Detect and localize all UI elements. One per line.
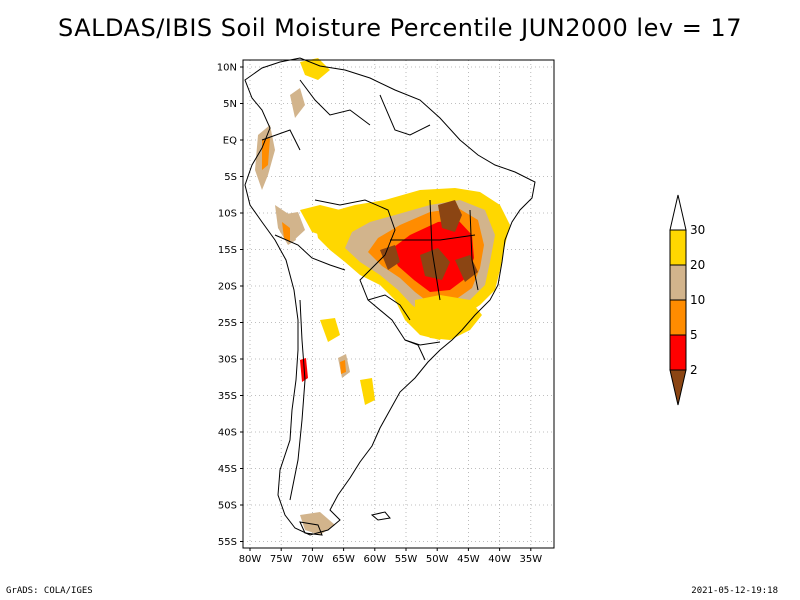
- footer-credit: GrADS: COLA/IGES: [6, 586, 93, 596]
- lat-tick-label: 50S: [218, 501, 237, 512]
- lon-tick-label: 45W: [457, 554, 480, 565]
- latitude-labels: 10N 5N EQ 5S 10S 15S 20S 25S 30S 35S 40S 45S 50S 55S: [217, 63, 243, 548]
- shade-yellow-west: [300, 205, 345, 238]
- border-guianas: [379, 94, 431, 136]
- border-brazil-states-2: [429, 199, 441, 301]
- shade-orange-peru: [282, 222, 290, 242]
- map-frame: [242, 59, 555, 549]
- border-uruguay: [404, 339, 426, 361]
- tierra-del-fuego: [299, 521, 323, 536]
- shade-yellow-colombia: [300, 58, 330, 80]
- lon-tick-label: 40W: [488, 554, 511, 565]
- lat-tick-label: 5S: [224, 172, 237, 183]
- lon-tick-label: 65W: [332, 554, 355, 565]
- border-colombia-venezuela: [299, 79, 371, 126]
- lat-tick-label: 15S: [218, 245, 237, 256]
- border-brazil-states-3: [469, 209, 479, 291]
- map-title: SALDAS/IBIS Soil Moisture Percentile JUN…: [58, 14, 742, 42]
- border-ecuador: [261, 129, 301, 151]
- shade-tan-patagonia: [300, 512, 335, 535]
- colorbar-bottom-arrow: [669, 369, 687, 406]
- longitude-labels: 80W 75W 70W 65W 60W 55W 50W 45W 40W 35W: [239, 548, 542, 565]
- lon-tick-label: 75W: [270, 554, 293, 565]
- lat-tick-label: EQ: [223, 136, 237, 147]
- shade-brown-brazil-3: [380, 245, 400, 270]
- lon-tick-label: 55W: [395, 554, 418, 565]
- lat-tick-label: 45S: [218, 464, 237, 475]
- lon-tick-label: 35W: [519, 554, 542, 565]
- lon-tick-label: 60W: [363, 554, 386, 565]
- colorbar-label: 2: [690, 363, 698, 377]
- shade-orange-andes: [262, 138, 270, 170]
- colorbar-segment: [669, 229, 687, 266]
- shade-yellow-argentina-scatter: [320, 318, 340, 342]
- colorbar-label: 20: [690, 258, 705, 272]
- lon-tick-label: 70W: [301, 554, 324, 565]
- shade-brown-brazil-2: [420, 248, 450, 280]
- lat-tick-label: 20S: [218, 282, 237, 293]
- lat-tick-label: 40S: [218, 428, 237, 439]
- colorbar: 30 20 10 5 2: [669, 194, 705, 406]
- lat-tick-label: 10N: [217, 63, 237, 74]
- border-paraguay: [367, 294, 411, 321]
- lon-tick-label: 50W: [426, 554, 449, 565]
- lat-tick-label: 25S: [218, 318, 237, 329]
- shade-yellow-pampas: [360, 378, 375, 405]
- shade-yellow-south: [415, 295, 482, 340]
- lat-tick-label: 30S: [218, 355, 237, 366]
- shade-orange-argentina: [340, 360, 346, 374]
- lat-tick-label: 35S: [218, 391, 237, 402]
- colorbar-segment: [669, 264, 687, 301]
- lon-tick-label: 80W: [239, 554, 262, 565]
- colorbar-top-arrow: [669, 194, 687, 231]
- lat-tick-label: 55S: [218, 537, 237, 548]
- lat-tick-label: 5N: [223, 99, 237, 110]
- footer-timestamp: 2021-05-12-19:18: [691, 586, 778, 596]
- border-peru-bolivia: [274, 234, 346, 271]
- border-chile-argentina: [289, 299, 306, 501]
- colorbar-label: 5: [690, 328, 698, 342]
- falklands: [370, 511, 391, 521]
- colorbar-label: 10: [690, 293, 705, 307]
- colorbar-segment: [669, 334, 687, 371]
- colorbar-segment: [669, 299, 687, 336]
- colorbar-label: 30: [690, 223, 705, 237]
- country-borders: [244, 57, 536, 536]
- soil-moisture-shading: [255, 58, 510, 535]
- continent-outline: [244, 57, 536, 536]
- shade-tan-colombia: [290, 88, 305, 118]
- shade-brown-brazil-1: [438, 200, 462, 232]
- border-brazil-states-1: [390, 234, 476, 241]
- lat-tick-label: 10S: [218, 209, 237, 220]
